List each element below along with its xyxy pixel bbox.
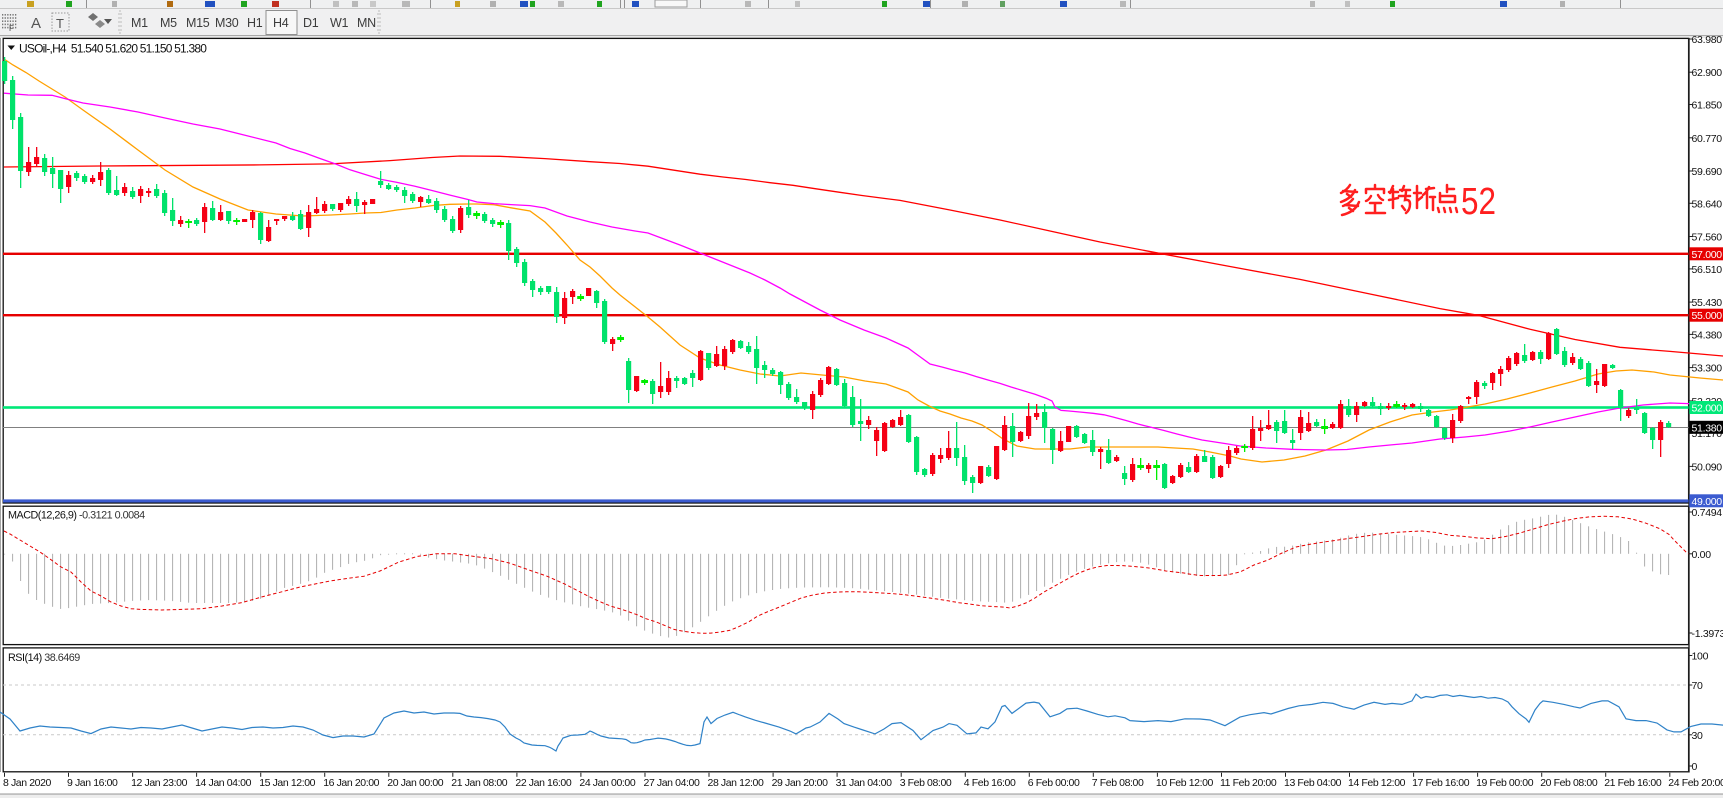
svg-text:MN: MN bbox=[357, 16, 376, 30]
svg-text:57.560: 57.560 bbox=[1692, 232, 1723, 244]
svg-text:H4: H4 bbox=[273, 16, 289, 30]
svg-text:M30: M30 bbox=[215, 16, 239, 30]
svg-text:61.850: 61.850 bbox=[1692, 100, 1723, 112]
svg-text:10 Feb 12:00: 10 Feb 12:00 bbox=[1156, 777, 1214, 789]
svg-text:12 Jan 23:00: 12 Jan 23:00 bbox=[131, 777, 187, 789]
svg-text:16 Jan 20:00: 16 Jan 20:00 bbox=[323, 777, 379, 789]
svg-text:3 Feb 08:00: 3 Feb 08:00 bbox=[900, 777, 952, 789]
svg-text:W1: W1 bbox=[330, 16, 348, 30]
svg-text:49.000: 49.000 bbox=[1692, 496, 1723, 508]
svg-text:9 Jan 16:00: 9 Jan 16:00 bbox=[67, 777, 118, 789]
svg-text:4 Feb 16:00: 4 Feb 16:00 bbox=[964, 777, 1016, 789]
svg-text:F: F bbox=[9, 24, 14, 33]
svg-text:30: 30 bbox=[1692, 730, 1704, 742]
svg-text:56.510: 56.510 bbox=[1692, 264, 1723, 276]
svg-text:USOil-,H4 51.540 51.620 51.15: USOil-,H4 51.540 51.620 51.150 51.380 bbox=[19, 42, 207, 56]
svg-text:53.300: 53.300 bbox=[1692, 363, 1723, 375]
svg-text:MACD(12,26,9) -0.3121 0.0084: MACD(12,26,9) -0.3121 0.0084 bbox=[8, 510, 145, 522]
svg-text:20 Feb 08:00: 20 Feb 08:00 bbox=[1540, 777, 1598, 789]
svg-text:20 Jan 00:00: 20 Jan 00:00 bbox=[387, 777, 443, 789]
svg-text:54.380: 54.380 bbox=[1692, 329, 1723, 341]
svg-text:-1.3973: -1.3973 bbox=[1692, 628, 1723, 640]
svg-text:8 Jan 2020: 8 Jan 2020 bbox=[3, 777, 52, 789]
svg-text:H1: H1 bbox=[247, 16, 263, 30]
svg-text:60.770: 60.770 bbox=[1692, 133, 1723, 145]
svg-text:70: 70 bbox=[1692, 680, 1704, 692]
svg-text:19 Feb 00:00: 19 Feb 00:00 bbox=[1476, 777, 1534, 789]
svg-text:31 Jan 04:00: 31 Jan 04:00 bbox=[836, 777, 892, 789]
svg-text:M5: M5 bbox=[160, 16, 177, 30]
svg-text:17 Feb 16:00: 17 Feb 16:00 bbox=[1412, 777, 1470, 789]
svg-text:57.000: 57.000 bbox=[1692, 249, 1723, 261]
svg-text:A: A bbox=[31, 15, 41, 32]
svg-text:0: 0 bbox=[1692, 761, 1698, 773]
svg-text:50.090: 50.090 bbox=[1692, 461, 1723, 473]
svg-text:14 Jan 04:00: 14 Jan 04:00 bbox=[195, 777, 251, 789]
svg-text:7 Feb 08:00: 7 Feb 08:00 bbox=[1092, 777, 1144, 789]
svg-text:M1: M1 bbox=[131, 16, 148, 30]
svg-text:21 Jan 08:00: 21 Jan 08:00 bbox=[451, 777, 507, 789]
svg-text:58.640: 58.640 bbox=[1692, 198, 1723, 210]
svg-text:RSI(14) 38.6469: RSI(14) 38.6469 bbox=[8, 652, 80, 664]
svg-text:0.00: 0.00 bbox=[1692, 549, 1712, 561]
svg-text:29 Jan 20:00: 29 Jan 20:00 bbox=[772, 777, 828, 789]
svg-text:24 Feb 20:00: 24 Feb 20:00 bbox=[1668, 777, 1723, 789]
svg-text:11 Feb 20:00: 11 Feb 20:00 bbox=[1220, 777, 1277, 789]
svg-text:52: 52 bbox=[1461, 181, 1496, 223]
svg-text:22 Jan 16:00: 22 Jan 16:00 bbox=[515, 777, 571, 789]
svg-text:D1: D1 bbox=[303, 16, 319, 30]
svg-text:14 Feb 12:00: 14 Feb 12:00 bbox=[1348, 777, 1406, 789]
svg-text:27 Jan 04:00: 27 Jan 04:00 bbox=[644, 777, 700, 789]
svg-text:T: T bbox=[56, 16, 64, 31]
svg-text:M15: M15 bbox=[186, 16, 210, 30]
svg-text:62.900: 62.900 bbox=[1692, 67, 1723, 79]
svg-text:63.980: 63.980 bbox=[1692, 34, 1723, 46]
svg-text:59.690: 59.690 bbox=[1692, 166, 1723, 178]
svg-text:51.380: 51.380 bbox=[1692, 422, 1723, 434]
svg-text:13 Feb 04:00: 13 Feb 04:00 bbox=[1284, 777, 1342, 789]
svg-text:0.7494: 0.7494 bbox=[1692, 507, 1723, 519]
svg-text:15 Jan 12:00: 15 Jan 12:00 bbox=[259, 777, 315, 789]
svg-text:52.000: 52.000 bbox=[1692, 403, 1723, 415]
svg-text:55.430: 55.430 bbox=[1692, 297, 1723, 309]
svg-text:24 Jan 00:00: 24 Jan 00:00 bbox=[579, 777, 635, 789]
svg-text:100: 100 bbox=[1692, 651, 1709, 663]
svg-text:28 Jan 12:00: 28 Jan 12:00 bbox=[708, 777, 764, 789]
svg-text:21 Feb 16:00: 21 Feb 16:00 bbox=[1604, 777, 1662, 789]
svg-text:6 Feb 00:00: 6 Feb 00:00 bbox=[1028, 777, 1080, 789]
svg-text:55.000: 55.000 bbox=[1692, 310, 1723, 322]
